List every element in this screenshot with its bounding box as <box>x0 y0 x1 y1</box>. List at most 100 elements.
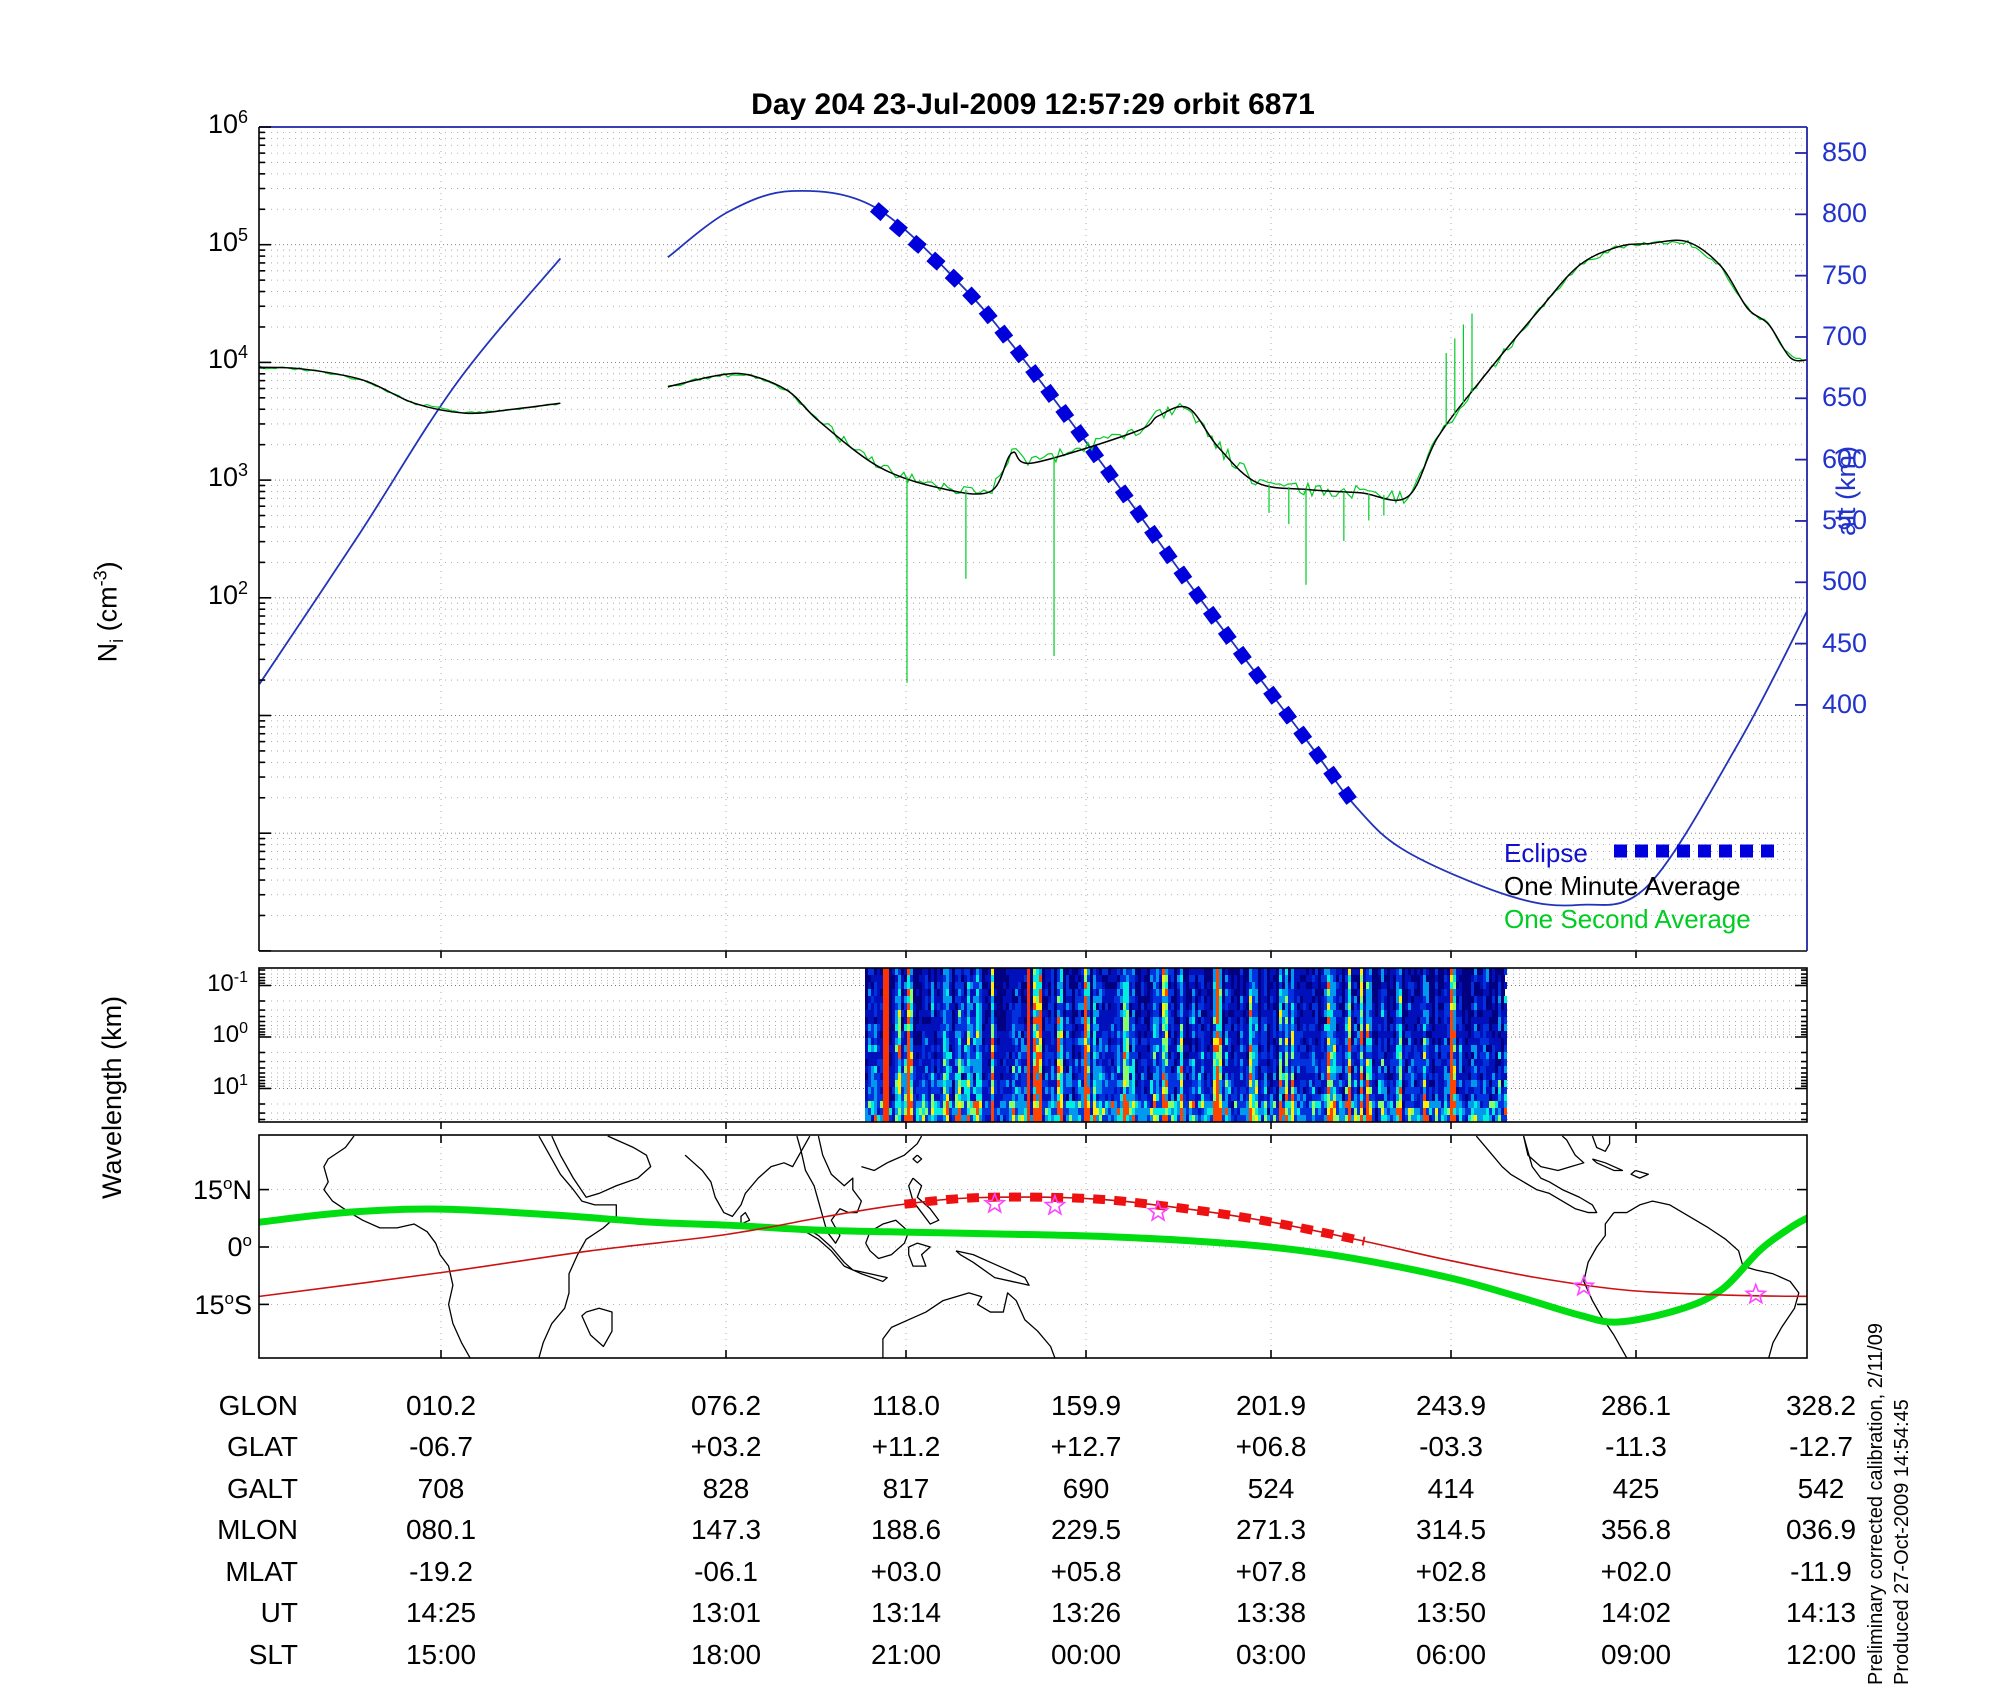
alt-tick-label: 450 <box>1822 627 1868 658</box>
table-cell: +03.0 <box>870 1556 942 1587</box>
map-lat-label-15n: 15oN <box>192 1174 252 1205</box>
orbit-star-marker <box>1744 1282 1768 1305</box>
table-row-label: GLAT <box>226 1431 298 1462</box>
one-second-curve <box>259 365 560 414</box>
table-cell: 271.3 <box>1235 1514 1307 1545</box>
table-cell: 010.2 <box>405 1390 477 1421</box>
ni-tick-label: 106 <box>207 107 248 139</box>
table-cell: 159.9 <box>1050 1390 1122 1421</box>
table-cell: -06.1 <box>694 1556 758 1587</box>
orbit-star-marker <box>1043 1193 1067 1216</box>
table-cell: 356.8 <box>1600 1514 1672 1545</box>
table-cell: 13:50 <box>1415 1597 1487 1628</box>
orbit-star-marker <box>983 1191 1007 1214</box>
one-minute-curve <box>667 239 1807 502</box>
legend-one-minute-label: One Minute Average <box>1504 871 1741 901</box>
table-cell: 13:26 <box>1050 1597 1122 1628</box>
table-cell: 147.3 <box>690 1514 762 1545</box>
ni-tick-label: 105 <box>207 224 248 257</box>
map-lat-label-0: 0o <box>227 1231 253 1262</box>
table-row-label: GLON <box>218 1390 298 1421</box>
table-cell: 06:00 <box>1415 1639 1487 1670</box>
table-cell: 118.0 <box>872 1390 940 1421</box>
table-cell: 21:00 <box>870 1639 942 1670</box>
altitude-curve <box>667 189 1807 907</box>
table-cell: 13:38 <box>1235 1597 1307 1628</box>
table-cell: +03.2 <box>690 1431 762 1462</box>
table-cell: 14:02 <box>1600 1597 1672 1628</box>
wavelength-tick-label: 100 <box>212 1020 248 1048</box>
table-cell: 14:13 <box>1785 1597 1857 1628</box>
table-cell: -11.3 <box>1605 1431 1667 1462</box>
y-axis-label-density: Ni (cm-3) <box>90 561 127 663</box>
table-cell: +07.8 <box>1235 1556 1307 1587</box>
table-cell: 817 <box>882 1473 930 1504</box>
alt-tick-label: 750 <box>1822 259 1868 290</box>
table-cell: 708 <box>417 1473 465 1504</box>
table-cell: 036.9 <box>1785 1514 1857 1545</box>
page-title: Day 204 23-Jul-2009 12:57:29 orbit 6871 <box>751 88 1315 121</box>
ground-track-eclipse-dash <box>903 1192 1366 1246</box>
y-axis-label-wavelength: Wavelength (km) <box>97 995 127 1199</box>
table-cell: +12.7 <box>1050 1431 1122 1462</box>
orbit-star-marker <box>1572 1274 1596 1297</box>
table-row-label: MLON <box>217 1514 298 1545</box>
alt-tick-label: 650 <box>1822 382 1868 413</box>
table-cell: 243.9 <box>1415 1390 1487 1421</box>
alt-tick-label: 500 <box>1822 566 1868 597</box>
alt-tick-label: 400 <box>1822 688 1868 719</box>
table-row-label: MLAT <box>225 1556 298 1587</box>
table-cell: 229.5 <box>1050 1514 1122 1545</box>
panel-frames <box>258 126 1808 1359</box>
table-cell: -19.2 <box>409 1556 473 1587</box>
table-cell: 18:00 <box>690 1639 762 1670</box>
table-row-label: GALT <box>226 1473 298 1504</box>
table-cell: +06.8 <box>1235 1431 1307 1462</box>
table-cell: 425 <box>1612 1473 1660 1504</box>
table-cell: 828 <box>702 1473 750 1504</box>
altitude-curve <box>259 257 562 685</box>
table-cell: 076.2 <box>690 1390 762 1421</box>
map-lat-label-15s: 15oS <box>194 1289 252 1320</box>
spectrogram <box>865 968 1507 1122</box>
ni-tick-label: 103 <box>207 460 248 493</box>
table-cell: 14:25 <box>405 1597 477 1628</box>
table-cell: -12.7 <box>1789 1431 1853 1462</box>
table-cell: 09:00 <box>1600 1639 1672 1670</box>
table-cell: -03.3 <box>1419 1431 1483 1462</box>
table-cell: 524 <box>1247 1473 1295 1504</box>
world-map <box>259 1135 1807 1358</box>
table-cell: -11.9 <box>1790 1556 1852 1587</box>
table-cell: 03:00 <box>1235 1639 1307 1670</box>
wavelength-tick-label: 10-1 <box>207 968 248 997</box>
legend-eclipse-label: Eclipse <box>1504 838 1588 868</box>
table-cell: 12:00 <box>1785 1639 1857 1670</box>
table-cell: 542 <box>1797 1473 1845 1504</box>
ni-tick-label: 104 <box>207 342 248 375</box>
table-cell: 201.9 <box>1235 1390 1307 1421</box>
table-row-label: SLT <box>248 1639 298 1670</box>
legend-one-second-label: One Second Average <box>1504 904 1751 934</box>
table-cell: 080.1 <box>405 1514 477 1545</box>
wavelength-tick-label: 101 <box>212 1071 248 1100</box>
table-cell: +11.2 <box>871 1431 941 1462</box>
density-curves <box>259 189 1807 907</box>
mag-equator-line <box>259 1205 1807 1326</box>
one-second-curve <box>667 239 1805 505</box>
one-minute-curve <box>259 366 561 415</box>
table-cell: 15:00 <box>405 1639 477 1670</box>
table-cell: 328.2 <box>1785 1390 1857 1421</box>
table-cell: -06.7 <box>409 1431 473 1462</box>
table-cell: 13:14 <box>870 1597 942 1628</box>
table-cell: 188.6 <box>870 1514 942 1545</box>
orbit-star-marker <box>1146 1199 1170 1222</box>
eclipse-dash-curve <box>869 202 1362 811</box>
table-cell: +02.0 <box>1600 1556 1672 1587</box>
alt-tick-label: 600 <box>1822 443 1868 474</box>
alt-tick-label: 700 <box>1822 320 1868 351</box>
table-cell: 13:01 <box>690 1597 762 1628</box>
table-cell: +05.8 <box>1050 1556 1122 1587</box>
table-cell: 314.5 <box>1415 1514 1487 1545</box>
table-cell: 00:00 <box>1050 1639 1122 1670</box>
